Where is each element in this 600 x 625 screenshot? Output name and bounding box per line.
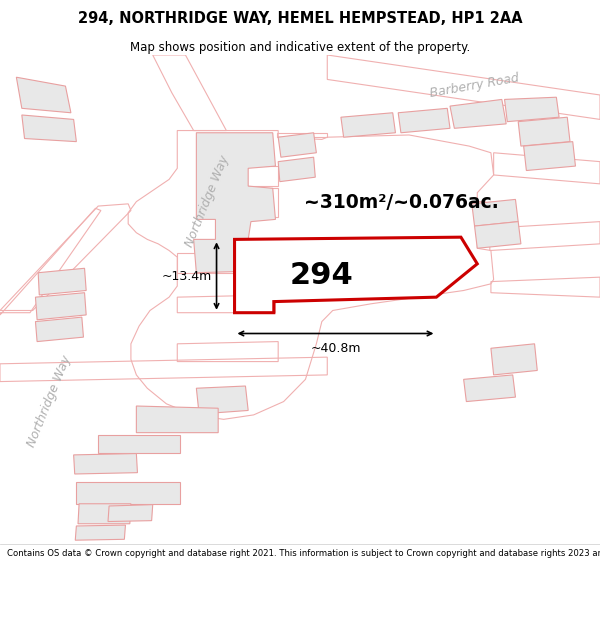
Polygon shape: [518, 118, 570, 146]
Text: 294: 294: [290, 261, 353, 290]
Polygon shape: [450, 99, 506, 128]
Text: 294, NORTHRIDGE WAY, HEMEL HEMPSTEAD, HP1 2AA: 294, NORTHRIDGE WAY, HEMEL HEMPSTEAD, HP…: [77, 11, 523, 26]
Polygon shape: [98, 435, 180, 452]
Polygon shape: [38, 268, 86, 295]
Polygon shape: [398, 108, 450, 132]
Polygon shape: [108, 504, 153, 521]
Polygon shape: [74, 454, 137, 474]
Polygon shape: [464, 375, 515, 402]
Polygon shape: [235, 237, 477, 312]
Polygon shape: [505, 98, 559, 122]
Polygon shape: [22, 115, 76, 142]
Text: Northridge Way: Northridge Way: [25, 354, 73, 449]
Polygon shape: [194, 132, 275, 272]
Polygon shape: [76, 481, 180, 504]
Polygon shape: [35, 317, 83, 342]
Polygon shape: [472, 199, 518, 226]
Polygon shape: [491, 344, 537, 375]
Polygon shape: [78, 504, 131, 524]
Text: ~40.8m: ~40.8m: [310, 342, 361, 355]
Text: Northridge Way: Northridge Way: [183, 154, 232, 249]
Text: Map shows position and indicative extent of the property.: Map shows position and indicative extent…: [130, 41, 470, 54]
Polygon shape: [16, 78, 71, 112]
Polygon shape: [35, 292, 86, 320]
Polygon shape: [278, 158, 315, 182]
Polygon shape: [136, 406, 218, 432]
Polygon shape: [75, 525, 125, 540]
Polygon shape: [475, 222, 521, 248]
Polygon shape: [341, 112, 395, 138]
Polygon shape: [196, 386, 248, 414]
Text: ~13.4m: ~13.4m: [161, 269, 212, 282]
Text: ~310m²/~0.076ac.: ~310m²/~0.076ac.: [304, 193, 499, 212]
Text: Contains OS data © Crown copyright and database right 2021. This information is : Contains OS data © Crown copyright and d…: [7, 549, 600, 559]
Polygon shape: [278, 132, 316, 158]
Polygon shape: [524, 142, 575, 171]
Text: Barberry Road: Barberry Road: [429, 72, 520, 101]
